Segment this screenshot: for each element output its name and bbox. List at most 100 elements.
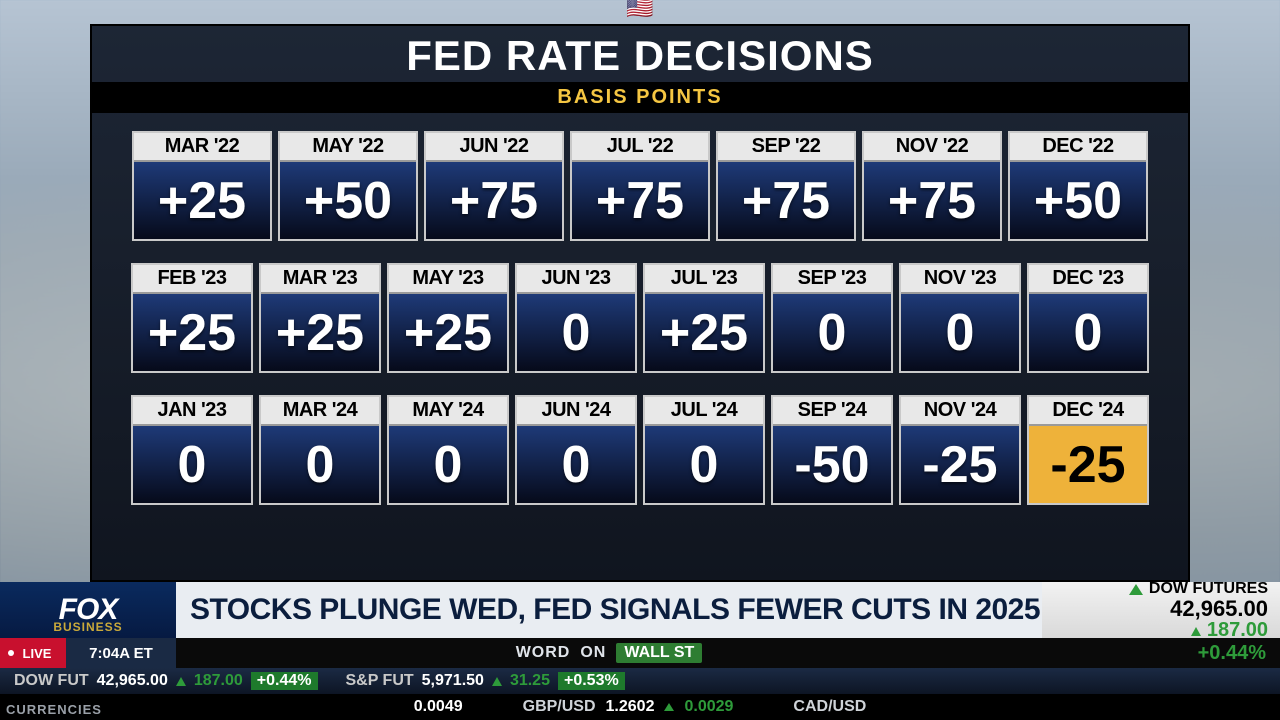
rate-cell-value: +25 xyxy=(645,294,763,371)
currency-item: CAD/USD xyxy=(793,698,866,716)
rate-cell-label: SEP '24 xyxy=(773,397,891,426)
futures-ticker: DOW FUT42,965.00187.00+0.44%S&P FUT5,971… xyxy=(0,668,1280,694)
rate-cell: MAY '23+25 xyxy=(387,263,509,373)
rate-cell: NOV '24-25 xyxy=(899,395,1021,505)
ticker-name: S&P FUT xyxy=(346,672,414,690)
rate-row: JAN '230MAR '240MAY '240JUN '240JUL '240… xyxy=(122,395,1158,505)
rate-cell-value: -25 xyxy=(901,426,1019,503)
rate-cell: JUN '230 xyxy=(515,263,637,373)
arrow-up-icon xyxy=(492,677,502,686)
rate-cell-value: 0 xyxy=(1029,294,1147,371)
logo-bottom: BUSINESS xyxy=(53,620,122,634)
ticker-value: 42,965.00 xyxy=(97,672,168,690)
ticker-name: DOW FUT xyxy=(14,672,89,690)
rate-cell: JUL '22+75 xyxy=(570,131,710,241)
rate-cell-label: JAN '23 xyxy=(133,397,251,426)
ticker-change: 31.25 xyxy=(510,672,550,690)
rate-cell-value: 0 xyxy=(389,426,507,503)
rate-cell-value: 0 xyxy=(517,294,635,371)
rate-cell-label: JUL '22 xyxy=(572,133,708,162)
rate-cell: DEC '24-25 xyxy=(1027,395,1149,505)
rate-cell-value: +25 xyxy=(389,294,507,371)
rate-cell-value: +75 xyxy=(718,162,854,239)
rate-cell: JUL '240 xyxy=(643,395,765,505)
rate-cell-label: JUN '22 xyxy=(426,133,562,162)
rate-cell: DEC '22+50 xyxy=(1008,131,1148,241)
headline-text: STOCKS PLUNGE WED, FED SIGNALS FEWER CUT… xyxy=(176,582,1042,638)
rate-cell: SEP '24-50 xyxy=(771,395,893,505)
rate-cell-value: +75 xyxy=(864,162,1000,239)
arrow-up-icon xyxy=(1129,584,1143,595)
rate-cell: MAY '22+50 xyxy=(278,131,418,241)
rate-cell: MAR '22+25 xyxy=(132,131,272,241)
currencies-ticker: CURRENCIES 0.0049GBP/USD1.26020.0029CAD/… xyxy=(0,694,1280,720)
rate-cell-value: 0 xyxy=(645,426,763,503)
show-title: WORD ON WALL ST xyxy=(176,638,1042,668)
rate-cell-value: 0 xyxy=(133,426,251,503)
rate-cell-label: NOV '22 xyxy=(864,133,1000,162)
ticker-pct: +0.53% xyxy=(558,672,625,690)
lower-third: FOX BUSINESS STOCKS PLUNGE WED, FED SIGN… xyxy=(0,582,1280,720)
rate-cell-label: JUN '24 xyxy=(517,397,635,426)
futures-value: 42,965.00 xyxy=(1170,598,1268,620)
show-badge: WALL ST xyxy=(616,643,702,663)
rate-cell-label: MAY '23 xyxy=(389,265,507,294)
rate-cell-label: NOV '24 xyxy=(901,397,1019,426)
rate-cell-label: DEC '22 xyxy=(1010,133,1146,162)
arrow-up-icon xyxy=(664,703,674,711)
rate-cell: MAY '240 xyxy=(387,395,509,505)
rate-cell-label: DEC '23 xyxy=(1029,265,1147,294)
rate-cell-value: +25 xyxy=(134,162,270,239)
currency-item: 0.0049 xyxy=(414,698,463,716)
rate-cell-label: MAY '24 xyxy=(389,397,507,426)
rate-cell: JUN '240 xyxy=(515,395,637,505)
rate-cell-value: -25 xyxy=(1029,426,1147,503)
rate-cell-label: MAR '23 xyxy=(261,265,379,294)
rate-cell-label: SEP '23 xyxy=(773,265,891,294)
rate-cell-value: +75 xyxy=(426,162,562,239)
rate-cell-value: +50 xyxy=(1010,162,1146,239)
rate-cell: JUN '22+75 xyxy=(424,131,564,241)
rate-row: MAR '22+25MAY '22+50JUN '22+75JUL '22+75… xyxy=(122,131,1158,241)
rate-cell-label: MAR '24 xyxy=(261,397,379,426)
rate-cell-label: MAR '22 xyxy=(134,133,270,162)
headline-bar: FOX BUSINESS STOCKS PLUNGE WED, FED SIGN… xyxy=(0,582,1280,638)
ticker-item: DOW FUT 42,965.00 187.00 +0.44% xyxy=(0,672,332,690)
ticker-pct: +0.44% xyxy=(251,672,318,690)
rate-cell-value: +50 xyxy=(280,162,416,239)
rate-cell-value: 0 xyxy=(517,426,635,503)
live-badge: LIVE xyxy=(0,638,66,668)
futures-pct: +0.44% xyxy=(1042,638,1280,668)
futures-change-row: 187.00 xyxy=(1191,620,1268,640)
rate-cell: SEP '230 xyxy=(771,263,893,373)
currency-item: GBP/USD1.26020.0029 xyxy=(523,698,734,716)
ticker-change: 187.00 xyxy=(194,672,243,690)
rate-cell-value: +25 xyxy=(133,294,251,371)
rate-cell: MAR '240 xyxy=(259,395,381,505)
rate-cell-value: -50 xyxy=(773,426,891,503)
rate-cell: FEB '23+25 xyxy=(131,263,253,373)
rate-cell-label: JUL '24 xyxy=(645,397,763,426)
rate-cell-label: JUN '23 xyxy=(517,265,635,294)
fed-rate-panel: FED RATE DECISIONS BASIS POINTS MAR '22+… xyxy=(90,24,1190,582)
currency-value: 1.2602 xyxy=(606,698,655,716)
rate-cell-label: FEB '23 xyxy=(133,265,251,294)
rate-cell-label: MAY '22 xyxy=(280,133,416,162)
time-badge: 7:04A ET xyxy=(66,638,176,668)
rate-cell: MAR '23+25 xyxy=(259,263,381,373)
show-bar: LIVE 7:04A ET WORD ON WALL ST +0.44% xyxy=(0,638,1280,668)
show-word-2: ON xyxy=(580,644,606,662)
rate-cell: NOV '22+75 xyxy=(862,131,1002,241)
panel-subtitle: BASIS POINTS xyxy=(92,82,1188,113)
arrow-up-icon xyxy=(176,677,186,686)
panel-title: FED RATE DECISIONS xyxy=(92,26,1188,82)
ticker-item: S&P FUT5,971.5031.25+0.53% xyxy=(332,672,639,690)
rate-cell-label: SEP '22 xyxy=(718,133,854,162)
rate-cell-value: +75 xyxy=(572,162,708,239)
network-logo: FOX BUSINESS xyxy=(0,582,176,638)
dow-futures-box: DOW FUTURES 42,965.00 187.00 xyxy=(1042,582,1280,638)
rate-row: FEB '23+25MAR '23+25MAY '23+25JUN '230JU… xyxy=(122,263,1158,373)
currency-pair: CAD/USD xyxy=(793,698,866,716)
rate-cell-label: NOV '23 xyxy=(901,265,1019,294)
rate-cell-label: JUL '23 xyxy=(645,265,763,294)
